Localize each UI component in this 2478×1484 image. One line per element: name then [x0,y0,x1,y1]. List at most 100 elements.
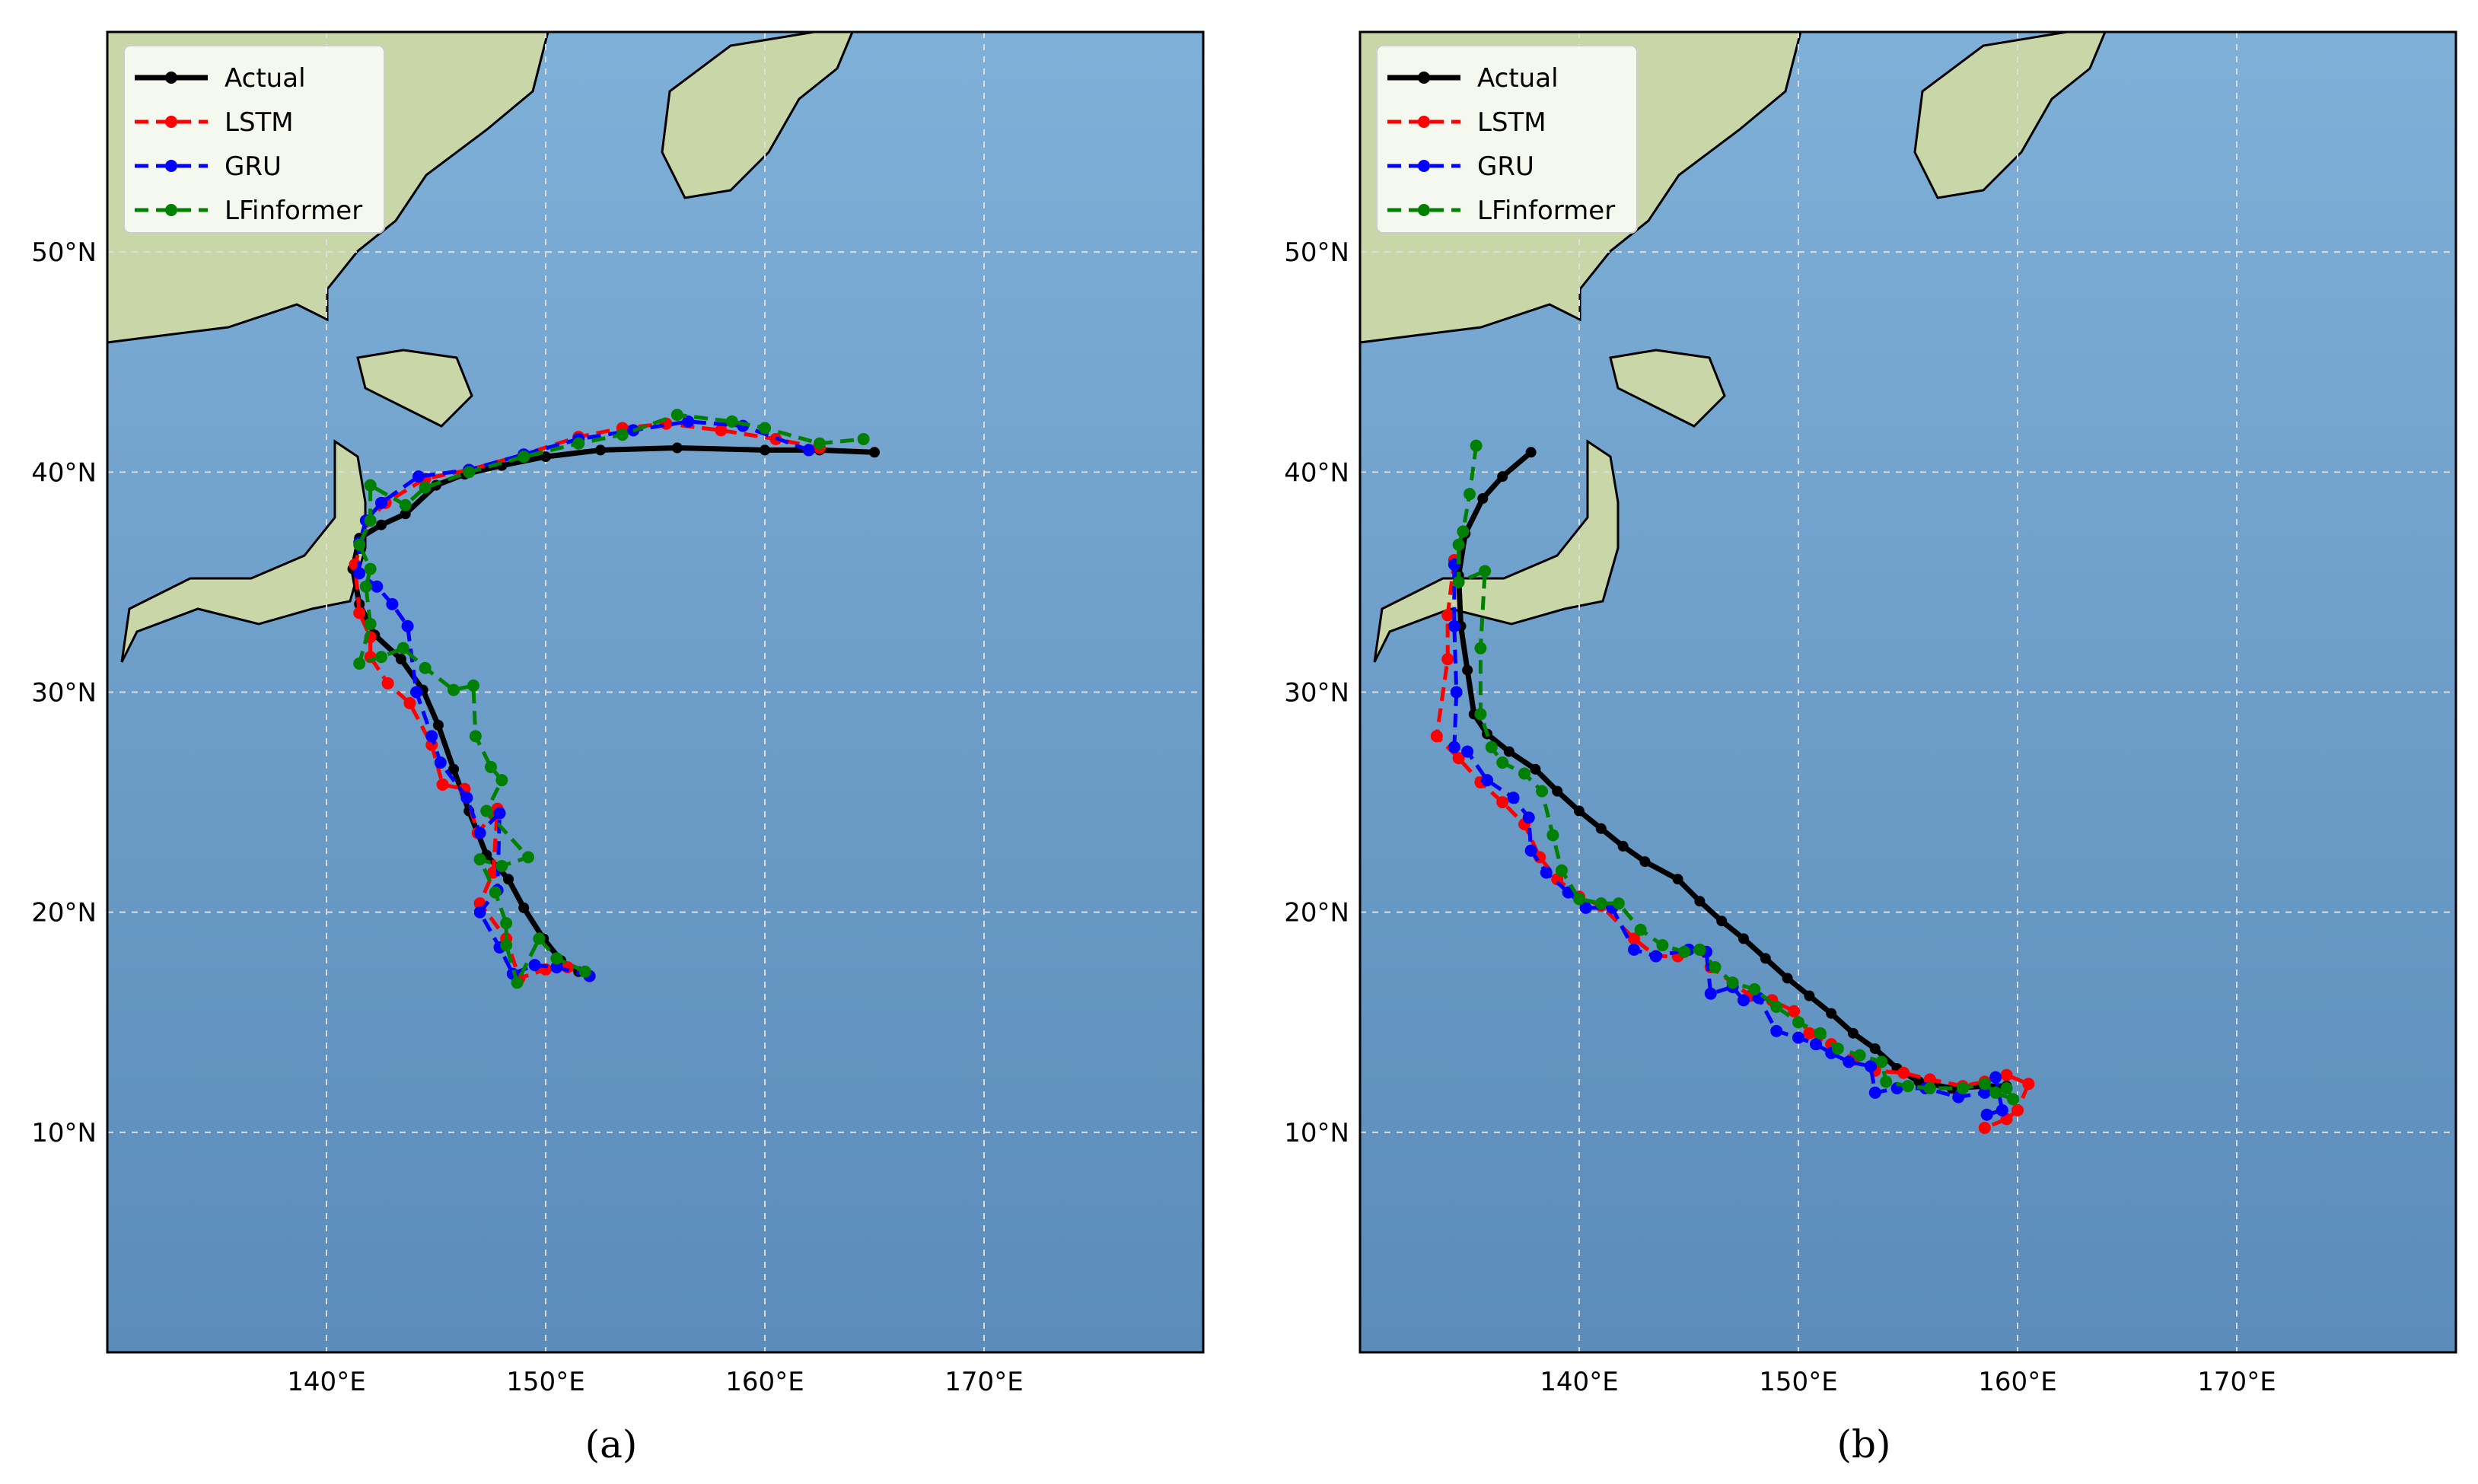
point-lstm [2011,1103,2024,1116]
point-lfinformer [1678,945,1691,958]
gridlines [1360,32,2456,1352]
point-lfinformer [1452,575,1465,588]
point-lfinformer [1792,1016,1804,1029]
point-gru [1737,994,1750,1007]
point-actual [1462,664,1473,676]
point-lfinformer [550,952,563,965]
point-lfinformer [1831,1042,1844,1055]
x-tick-label: 160°E [1978,1367,2056,1397]
point-actual [1617,840,1629,852]
point-actual [1497,471,1508,482]
point-lfinformer [1748,982,1761,995]
point-lfinformer [1880,1075,1893,1088]
point-actual [395,654,406,665]
tick-layer: 140°E 150°E 160°E 170°E 10°N 20°N 30°N 40°N 50°N [1284,237,2276,1397]
legend-marker [165,204,177,216]
point-lfinformer [1518,767,1530,780]
caption-b: (b) [1836,1422,1890,1466]
legend: Actual LSTM GRU LFinformer [1376,45,1638,234]
point-actual [595,444,606,456]
point-lfinformer [1496,756,1509,769]
point-gru [1792,1031,1804,1044]
point-lfinformer [1923,1082,1936,1094]
point-lfinformer [2007,1093,2020,1106]
point-gru [1995,1103,2008,1116]
point-gru [1628,943,1640,956]
y-tick-label: 50°N [31,237,97,268]
x-tick-label: 140°E [287,1367,365,1397]
series-line-lstm [1435,559,2030,1130]
point-lfinformer [1957,1082,1969,1094]
point-actual [1503,746,1515,757]
point-gru [473,826,486,839]
point-lfinformer [1536,785,1549,798]
point-lfinformer [489,886,502,899]
point-actual [1826,1008,1837,1019]
point-actual [760,444,770,456]
point-lstm [2022,1078,2035,1091]
point-actual [1694,896,1706,907]
point-actual [503,874,514,885]
point-lfinformer [485,760,497,773]
point-lfinformer [364,562,377,575]
point-gru [1507,791,1520,804]
point-actual [400,508,411,520]
point-lstm [1978,1122,1991,1135]
legend-marker [1418,160,1430,172]
point-lfinformer [1479,565,1492,578]
y-tick-label: 40°N [1284,457,1349,488]
point-gru [1649,950,1662,963]
x-tick-label: 170°E [2197,1367,2276,1397]
point-lfinformer [495,774,508,787]
point-lfinformer [518,451,530,463]
point-lfinformer [364,617,377,630]
point-actual [1574,805,1585,817]
point-actual [1782,973,1793,984]
point-lfinformer [1709,960,1722,973]
point-actual [1525,447,1537,458]
x-tick-label: 160°E [725,1367,804,1397]
point-lstm [436,778,449,791]
x-tick-label: 140°E [1540,1367,1618,1397]
point-lfinformer [1546,829,1559,842]
point-gru [1524,844,1537,857]
point-lstm [1628,932,1640,945]
point-gru [375,496,387,509]
point-lfinformer [1634,923,1647,936]
point-lfinformer [1989,1086,2002,1099]
point-lfinformer [1594,897,1607,910]
point-lfinformer [399,498,412,511]
point-lfinformer [473,853,486,866]
point-lfinformer [359,580,372,593]
y-tick-label: 30°N [31,678,97,709]
point-gru [1810,1038,1823,1051]
point-lfinformer [616,428,629,441]
point-gru [401,619,414,632]
panel-a: 140°E 150°E 160°E 170°E 10°N 20°N 30°N 40°N 50°N… [31,30,1205,1466]
point-lfinformer [1470,439,1483,452]
point-actual [1738,933,1749,944]
point-gru [550,960,563,973]
point-gru [1978,1086,1991,1099]
point-gru [1522,811,1535,824]
point-lstm [403,696,416,709]
legend-label: LFinformer [225,196,362,226]
point-gru [1843,1056,1855,1068]
point-gru [1481,774,1494,787]
point-lstm [1897,1066,1910,1079]
series-line-gru [357,419,810,978]
legend-label: Actual [225,63,306,94]
y-tick-label: 20°N [31,898,97,928]
point-actual [432,719,444,731]
point-gru [412,470,425,483]
point-actual [1672,874,1683,885]
point-lfinformer [725,415,738,428]
point-lfinformer [353,538,366,551]
point-gru [1579,901,1592,914]
point-gru [353,567,366,580]
point-lfinformer [1814,1027,1827,1040]
point-actual [1530,763,1541,775]
point-actual [1477,493,1489,505]
point-actual [1716,916,1728,927]
point-lfinformer [578,965,591,978]
